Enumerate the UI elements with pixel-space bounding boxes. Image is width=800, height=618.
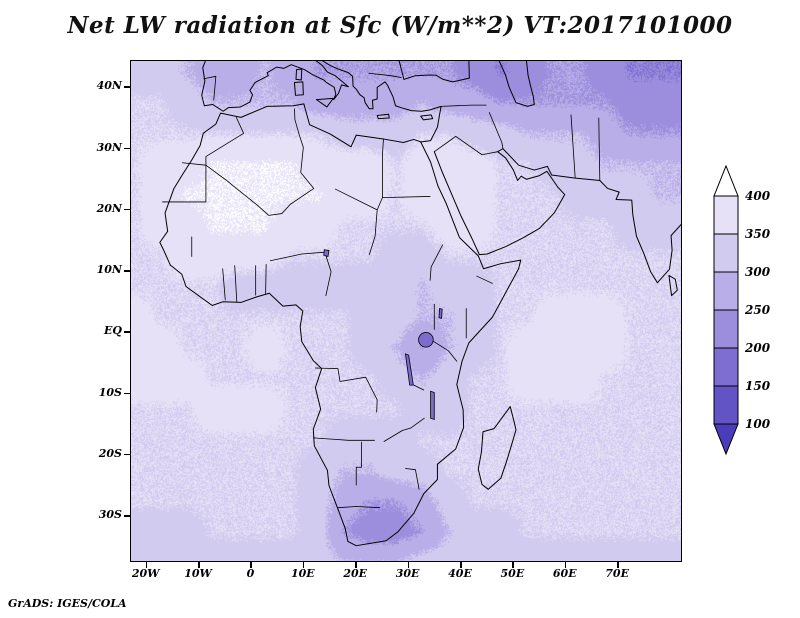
lon-tick-label: 10W [184,567,212,580]
lon-tickmark [145,561,148,568]
colorbar-label: 300 [745,265,771,279]
lat-tick-label: 20S [98,446,122,460]
balkans-turkey-coastline-path [323,61,441,142]
chart-title: Net LW radiation at Sfc (W/m**2) VT:2017… [67,12,733,39]
lon-tick-label: 40E [448,567,472,580]
lat-tickmark [124,208,130,211]
lon-tickmark [250,561,252,568]
colorbar-label: 200 [744,341,771,355]
colorbar-segment [713,195,739,235]
lake-tanganyika [405,354,413,385]
lat-tick-label: EQ [104,324,122,338]
arabia-coastline-path [434,149,564,255]
map-plot-frame [130,60,682,562]
lon-tick-label: 20E [343,567,368,580]
colorbar-label: 250 [744,303,771,317]
lat-tick-label: 20N [96,201,122,215]
colorbar-label: 100 [745,417,771,431]
colorbar-label: 400 [745,189,771,203]
europe-coastline-path [202,61,349,111]
colorbar-segment [713,309,739,349]
lake-victoria [419,332,434,347]
lon-tickmark [617,561,619,568]
colorbar: 400 350 300 250 200 150 100 [713,164,771,456]
islands-path [294,69,677,296]
lat-tick-label: 30N [96,140,122,154]
iran-india-coastline-path [503,149,681,283]
lon-tick-label: 60E [552,567,577,580]
lakes-group [324,250,442,420]
colorbar-segment [713,233,739,273]
caspian-sea-coastline-path [499,61,534,106]
radiation-heatmap-canvas [131,61,681,561]
lat-tickmark [124,515,130,517]
colorbar-arrow-bottom [713,423,739,456]
lat-tick-label: 10S [98,385,122,399]
lon-tickmark [564,561,567,568]
lon-tick-label: 0 [246,567,255,580]
lake-malawi [431,391,435,419]
lat-tick-label: 30S [98,508,122,522]
africa-coastline-path [160,104,521,546]
colorbar-label: 150 [745,379,771,393]
grads-credit: GrADS: IGES/COLA [8,597,127,610]
lon-tickmark [407,561,410,568]
lat-tickmark [124,147,130,150]
lon-tick-label: 20W [131,567,160,580]
lat-tickmark [124,392,130,395]
lat-tickmark [124,270,130,272]
lon-tick-label: 70E [605,567,629,580]
map-overlay [131,61,681,561]
madagascar-coastline-path [478,407,516,490]
colorbar-segment [713,385,739,425]
colorbar-segment [713,271,739,311]
lake-turkana [439,309,442,319]
black-sea-coastline-path [399,61,469,82]
lat-tick-label: 40N [96,79,122,93]
colorbar-label: 350 [745,227,771,241]
lon-tickmark [198,561,200,568]
lat-tickmark [124,453,130,456]
lat-tickmark [124,86,130,88]
lon-tick-label: 50E [500,567,525,580]
lat-tickmark [124,331,130,333]
lon-tickmark [355,561,357,568]
lon-tick-label: 30E [395,567,420,580]
colorbar-arrow-top [713,164,739,197]
country-borders-path [162,73,599,507]
lon-tickmark [302,561,305,568]
lake-chad [324,250,329,257]
lat-tick-label: 10N [96,263,122,277]
lon-tickmark [512,561,514,568]
lon-tick-label: 10E [290,567,315,580]
colorbar-segment [713,347,739,387]
lon-tickmark [460,561,462,568]
